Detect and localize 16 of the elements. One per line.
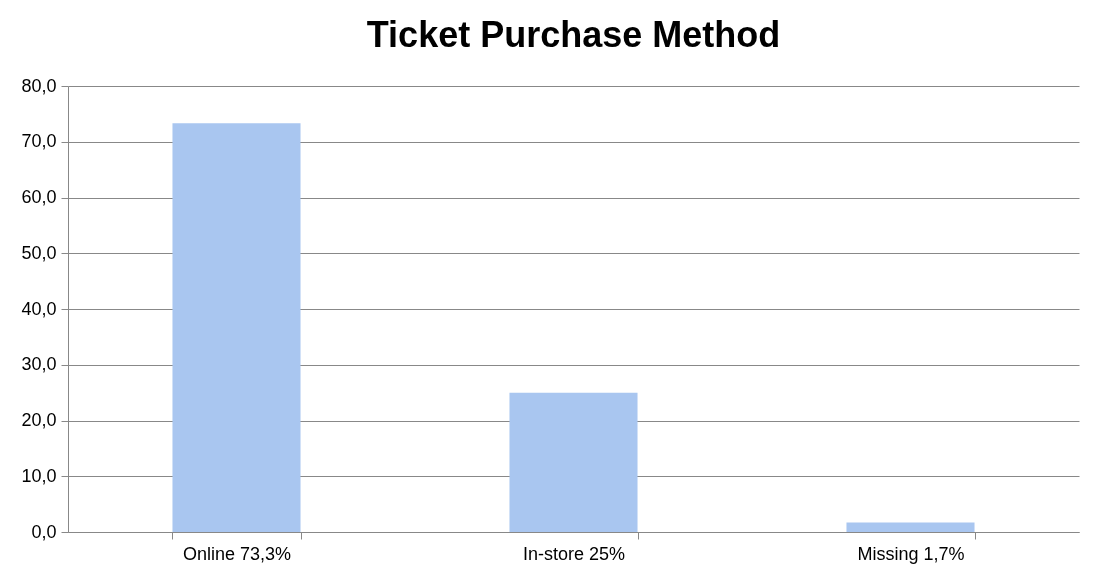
x-tick-label: Missing 1,7% [857,543,965,564]
y-tick-label: 20,0 [21,410,57,430]
chart-title: Ticket Purchase Method [366,14,781,55]
y-tick-label: 60,0 [21,187,57,207]
y-tick-label: 0,0 [31,521,57,542]
x-tick-label: Online 73,3% [182,543,292,564]
y-tick-label: 30,0 [21,354,57,375]
x-tick-label: In-store 25% [522,543,626,564]
y-tick-label: 70,0 [21,131,57,152]
y-tick-label: 80,0 [21,75,57,96]
bar [509,392,638,532]
bar [846,522,975,532]
bar [172,123,301,532]
y-tick-label: 10,0 [21,465,57,486]
y-tick-label: 40,0 [21,298,57,319]
y-tick-label: 50,0 [21,242,57,263]
